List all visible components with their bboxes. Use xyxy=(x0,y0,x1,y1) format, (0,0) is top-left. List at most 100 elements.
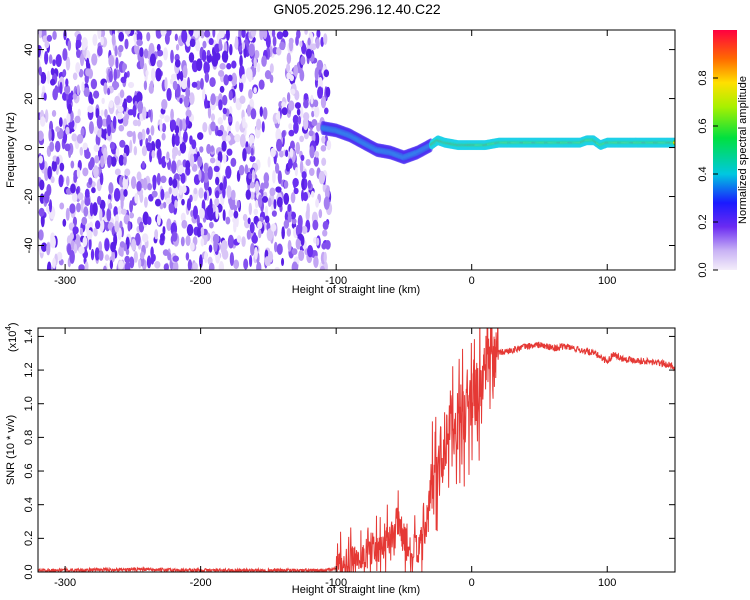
spectrogram-cell xyxy=(181,219,188,229)
spectrogram-cell xyxy=(92,202,98,216)
spectrogram-cell xyxy=(78,68,84,78)
spectrogram-cell xyxy=(170,73,178,81)
spectrogram-cell xyxy=(186,198,192,211)
spectrogram-cell xyxy=(62,218,67,227)
spectrogram-cell xyxy=(261,121,265,133)
spectrogram-cell xyxy=(275,128,282,142)
spectrogram-cell xyxy=(300,55,306,66)
spectrogram-cell xyxy=(166,87,172,102)
spectrogram-cell xyxy=(204,30,211,38)
spectrogram-cell xyxy=(250,30,257,38)
spectrogram-cell xyxy=(154,261,161,269)
spectrogram-cell xyxy=(162,225,166,235)
spectrogram-cell xyxy=(256,62,261,73)
spectrogram-cell xyxy=(150,67,156,82)
spectrogram-cell xyxy=(214,197,220,207)
spectrogram-cell xyxy=(104,108,108,118)
spectrogram-cell xyxy=(113,68,118,82)
spectrogram-cell xyxy=(132,130,136,144)
spectrogram-cell xyxy=(304,30,308,35)
spectrogram-cell xyxy=(276,243,283,255)
spectrogram-cell xyxy=(179,119,183,132)
spectrogram-cell xyxy=(294,102,301,109)
spectrogram-cell xyxy=(138,258,142,269)
spectrogram-cell xyxy=(212,30,216,38)
spectrogram-cell xyxy=(316,237,320,246)
colorbar-label: Normalized spectral amplitude xyxy=(737,76,749,224)
spectrogram-cell xyxy=(281,130,286,139)
spectrogram-cell xyxy=(231,60,237,69)
spectrogram-cell xyxy=(87,105,94,113)
spectrogram-cell xyxy=(161,122,167,133)
spectrogram-cell xyxy=(58,174,64,188)
spectrogram-cell xyxy=(221,50,229,63)
spectrogram-cell xyxy=(88,121,94,134)
spectrogram-cell xyxy=(84,261,89,270)
spectrogram-cell xyxy=(68,92,73,105)
x-tick-label: 100 xyxy=(598,577,616,589)
spectrogram-cell xyxy=(286,63,291,73)
spectrogram-cell xyxy=(315,198,319,208)
spectrogram-cell xyxy=(48,199,53,213)
spectrogram-cell xyxy=(281,257,285,267)
spectrogram-cell xyxy=(288,123,293,130)
spectrogram-cell xyxy=(272,36,277,47)
spectrogram-cell xyxy=(113,81,120,89)
spectrogram-cell xyxy=(203,162,209,173)
spectrogram-cell xyxy=(69,249,75,264)
spectrogram-cell xyxy=(124,261,131,270)
spectrogram-cell xyxy=(160,188,165,201)
spectrogram-cell xyxy=(301,225,308,235)
x-tick-label: -200 xyxy=(190,577,212,589)
spectrogram-cell xyxy=(281,226,285,240)
y-tick-label: 40 xyxy=(23,43,35,55)
spectrogram-cell xyxy=(200,237,205,247)
spectrogram-cell xyxy=(174,125,180,135)
spectrogram-cell xyxy=(152,178,157,191)
spectrogram-cell xyxy=(276,196,283,208)
spectrogram-cell xyxy=(253,232,257,244)
spectrogram-cell xyxy=(103,265,107,270)
spectrogram-cell xyxy=(39,71,47,84)
spectrogram-cell xyxy=(161,132,166,141)
spectrogram-cell xyxy=(236,235,242,243)
spectrogram-cell xyxy=(264,205,269,218)
spectrogram-cell xyxy=(84,73,89,84)
spectrogram-cell xyxy=(264,70,272,80)
spectrogram-cell xyxy=(133,33,137,42)
spectrogram-cell xyxy=(282,30,289,38)
spectrogram-cell xyxy=(228,208,234,218)
spectrogram-cell xyxy=(95,107,100,119)
spectrogram-cell xyxy=(324,107,329,115)
spectrogram-cell xyxy=(302,191,309,202)
spectrogram-cell xyxy=(210,121,216,132)
spectrogram-cell xyxy=(206,143,212,155)
spectrogram-cell xyxy=(75,39,82,49)
spectrogram-cell xyxy=(292,114,299,125)
spectrogram-cell xyxy=(50,235,56,249)
spectrogram-cell xyxy=(133,250,138,263)
spectrogram-cell xyxy=(182,65,188,79)
spectrogram-cell xyxy=(148,134,152,142)
spectrogram-cell xyxy=(274,266,280,270)
spectrogram-cell xyxy=(79,227,84,236)
spectrogram-cell xyxy=(104,254,110,261)
spectrogram-cell xyxy=(273,241,278,253)
spectrogram-cell xyxy=(38,72,42,86)
spectrogram-heatmap xyxy=(38,30,675,270)
spectrogram-cell xyxy=(156,49,164,57)
spectrogram-cell xyxy=(241,30,246,39)
spectrogram-cell xyxy=(226,63,232,70)
y-tick-label: 0.0 xyxy=(23,564,35,579)
spectrogram-cell xyxy=(243,258,249,270)
spectrogram-cell xyxy=(291,218,297,225)
spectrogram-cell xyxy=(281,101,286,108)
spectrogram-cell xyxy=(124,38,129,50)
spectrogram-cell xyxy=(236,199,240,209)
spectrogram-cell xyxy=(248,202,253,216)
spectrogram-cell xyxy=(322,220,329,230)
spectrogram-cell xyxy=(93,90,100,99)
spectrogram-cell xyxy=(223,176,227,190)
spectrogram-cell xyxy=(287,214,292,223)
spectrogram-cell xyxy=(296,108,301,116)
